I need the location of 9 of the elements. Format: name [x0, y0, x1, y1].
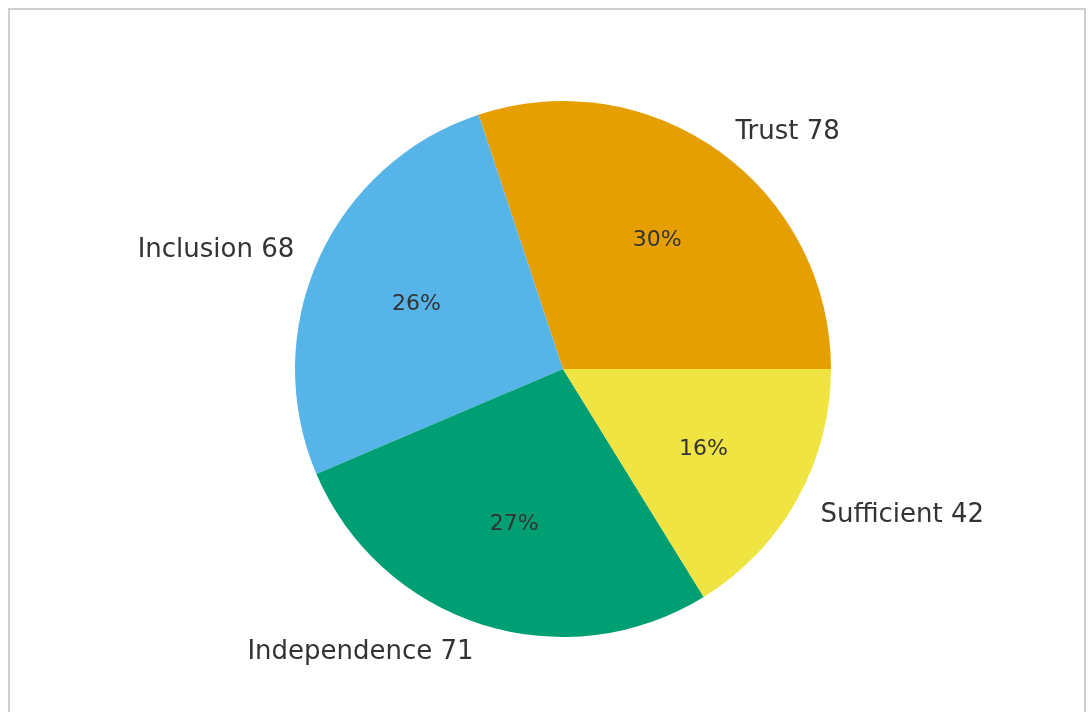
slice-label: Sufficient 42 — [820, 497, 985, 528]
pie-slice — [295, 114, 563, 474]
data-label: 30% — [632, 226, 682, 252]
slice-label: Trust 78 — [734, 114, 840, 145]
slice-label: Inclusion 68 — [137, 232, 295, 263]
data-label: 27% — [489, 509, 539, 535]
data-label: 26% — [391, 290, 441, 316]
data-label: 16% — [678, 434, 728, 460]
slice-label: Independence 71 — [247, 634, 474, 665]
